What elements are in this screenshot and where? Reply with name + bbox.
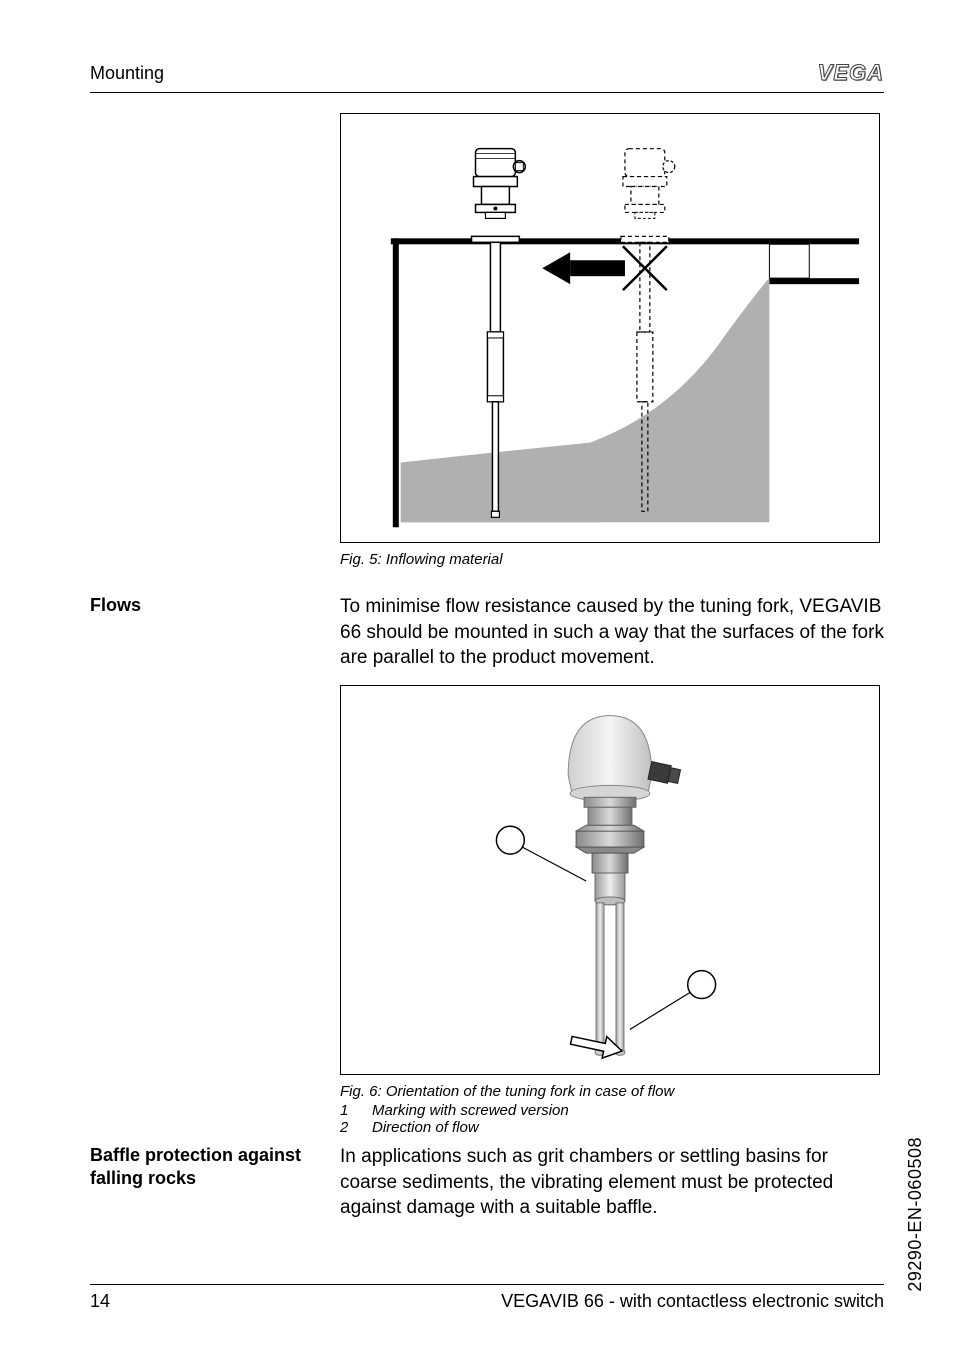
baffle-heading: Baffle protection against falling rocks	[90, 1144, 340, 1235]
figure-6-caption: Fig. 6: Orientation of the tuning fork i…	[340, 1083, 884, 1100]
legend-2-num: 2	[340, 1119, 354, 1136]
figure-6-box	[340, 685, 880, 1075]
legend-1-num: 1	[340, 1102, 354, 1119]
flows-heading: Flows	[90, 594, 340, 1136]
figure-6-legend: 1 Marking with screwed version 2 Direction…	[340, 1102, 884, 1136]
brand-logo: VEGA	[818, 60, 884, 86]
flows-text: To minimise flow resistance caused by th…	[340, 594, 884, 671]
figure-5-svg	[341, 113, 879, 543]
page-footer: 14 VEGAVIB 66 - with contactless electro…	[90, 1284, 884, 1312]
doc-title: VEGAVIB 66 - with contactless electronic…	[501, 1291, 884, 1312]
section-title: Mounting	[90, 63, 164, 84]
figure-5-box	[340, 113, 880, 543]
baffle-text: In applications such as grit chambers or…	[340, 1144, 884, 1221]
doc-code: 29290-EN-060508	[905, 1137, 926, 1292]
legend-2-text: Direction of flow	[372, 1119, 479, 1136]
page-number: 14	[90, 1291, 110, 1312]
legend-1-text: Marking with screwed version	[372, 1102, 569, 1119]
figure-6-svg	[341, 685, 879, 1075]
page-header: Mounting VEGA	[90, 60, 884, 93]
figure-5-caption: Fig. 5: Inflowing material	[340, 551, 884, 568]
